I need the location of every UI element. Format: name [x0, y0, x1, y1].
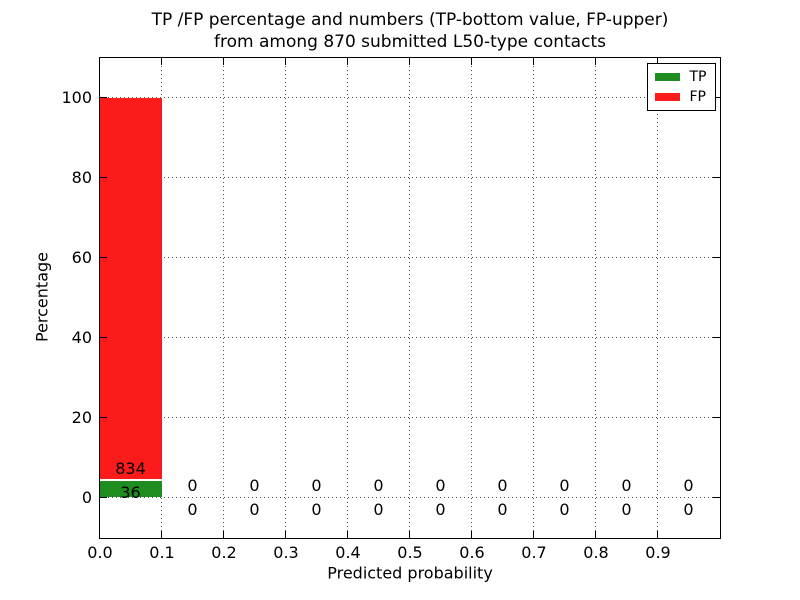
y-tick-label: 100 — [61, 88, 92, 107]
chart-title-line2: from among 870 submitted L50-type contac… — [214, 32, 606, 52]
y-tick-label: 40 — [71, 328, 92, 347]
y-tick-right — [712, 257, 720, 258]
x-gridline — [347, 57, 348, 538]
fp-count-label: 0 — [621, 475, 632, 495]
x-axis-label: Predicted probability — [327, 563, 493, 583]
x-gridline — [471, 57, 472, 538]
x-tick-top — [285, 57, 286, 65]
x-gridline — [285, 57, 286, 538]
y-tick-left — [99, 177, 107, 178]
x-gridline — [409, 57, 410, 538]
y-tick-label: 80 — [71, 168, 92, 187]
x-gridline — [223, 57, 224, 538]
fp-legend-swatch — [654, 92, 680, 101]
y-tick-right — [712, 497, 720, 498]
fp-count-label: 0 — [187, 475, 198, 495]
tp-bar-segment — [99, 480, 162, 498]
x-tick-bottom — [533, 530, 534, 538]
y-tick-left — [99, 497, 107, 498]
legend-label-fp: FP — [689, 88, 707, 105]
x-tick-top — [99, 57, 100, 65]
x-tick-label: 0.0 — [87, 543, 113, 562]
fp-count-label: 0 — [497, 475, 508, 495]
tp-count-label: 0 — [249, 499, 260, 519]
tp-count-label: 0 — [497, 499, 508, 519]
chart-title: TP /FP percentage and numbers (TP-bottom… — [100, 9, 720, 53]
x-gridline — [657, 57, 658, 538]
x-tick-bottom — [99, 530, 100, 538]
fp-count-label: 0 — [435, 475, 446, 495]
legend: TP FP — [646, 62, 716, 111]
fp-count-label: 0 — [373, 475, 384, 495]
y-tick-label: 60 — [71, 248, 92, 267]
y-tick-left — [99, 257, 107, 258]
legend-label-tp: TP — [689, 68, 707, 85]
x-tick-label: 0.1 — [149, 543, 175, 562]
tp-count-label: 0 — [311, 499, 322, 519]
y-tick-left — [99, 417, 107, 418]
tp-count-label: 36 — [120, 482, 141, 502]
tp-count-label: 0 — [683, 499, 694, 519]
x-tick-label: 0.8 — [583, 543, 609, 562]
fp-count-label: 0 — [311, 475, 322, 495]
tp-count-label: 0 — [373, 499, 384, 519]
tp-legend-swatch — [654, 72, 680, 81]
y-tick-right — [712, 417, 720, 418]
y-tick-label: 0 — [81, 488, 92, 507]
y-tick-right — [712, 97, 720, 98]
x-gridline — [161, 57, 162, 538]
x-tick-bottom — [347, 530, 348, 538]
x-gridline — [595, 57, 596, 538]
x-tick-bottom — [161, 530, 162, 538]
x-tick-top — [595, 57, 596, 65]
tp-count-label: 0 — [621, 499, 632, 519]
chart-title-line1: TP /FP percentage and numbers (TP-bottom… — [151, 10, 669, 30]
y-tick-right — [712, 337, 720, 338]
fp-count-label: 0 — [249, 475, 260, 495]
y-tick-left — [99, 337, 107, 338]
x-tick-bottom — [409, 530, 410, 538]
x-tick-top — [657, 57, 658, 65]
x-tick-label: 0.2 — [211, 543, 237, 562]
y-tick-left — [99, 97, 107, 98]
x-tick-label: 0.4 — [335, 543, 361, 562]
fp-bar-segment — [99, 97, 162, 480]
x-tick-top — [161, 57, 162, 65]
tp-count-label: 0 — [559, 499, 570, 519]
x-tick-top — [533, 57, 534, 65]
legend-item-fp: FP — [654, 88, 707, 105]
fp-count-label: 0 — [559, 475, 570, 495]
tp-count-label: 0 — [187, 499, 198, 519]
x-tick-bottom — [285, 530, 286, 538]
x-gridline — [533, 57, 534, 538]
y-tick-right — [712, 177, 720, 178]
y-tick-label: 20 — [71, 408, 92, 427]
x-tick-bottom — [471, 530, 472, 538]
x-tick-top — [471, 57, 472, 65]
tp-count-label: 0 — [435, 499, 446, 519]
plot-area: TP FP 834 36 0 0 0 0 0 0 0 0 0 0 0 0 0 0 0 0 0 0 — [98, 56, 721, 539]
x-tick-label: 0.6 — [459, 543, 485, 562]
x-tick-bottom — [657, 530, 658, 538]
fp-count-label: 0 — [683, 475, 694, 495]
x-tick-label: 0.9 — [645, 543, 671, 562]
x-tick-top — [409, 57, 410, 65]
x-tick-label: 0.7 — [521, 543, 547, 562]
fp-count-label: 834 — [115, 458, 146, 478]
x-tick-bottom — [595, 530, 596, 538]
x-tick-label: 0.5 — [397, 543, 423, 562]
x-tick-label: 0.3 — [273, 543, 299, 562]
legend-item-tp: TP — [654, 68, 707, 85]
x-tick-top — [223, 57, 224, 65]
x-tick-top — [347, 57, 348, 65]
x-tick-bottom — [223, 530, 224, 538]
